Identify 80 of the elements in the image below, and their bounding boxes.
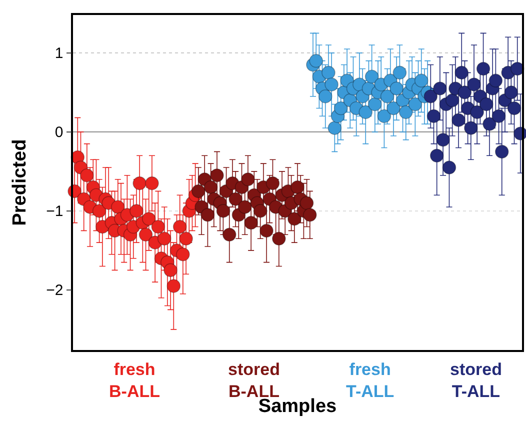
point xyxy=(253,204,268,218)
point xyxy=(470,105,484,120)
y-tick-label: −2 xyxy=(46,282,64,300)
point xyxy=(309,54,323,68)
point xyxy=(142,212,156,226)
point xyxy=(228,192,242,206)
point xyxy=(324,78,338,92)
point xyxy=(380,89,394,104)
point xyxy=(510,62,524,76)
point xyxy=(433,82,447,96)
y-tick-label: −1 xyxy=(46,203,64,220)
point xyxy=(426,109,441,124)
point xyxy=(476,62,490,76)
y-tick-label: 0 xyxy=(54,124,64,142)
point xyxy=(479,97,494,112)
point xyxy=(318,89,332,104)
point xyxy=(151,220,166,234)
point xyxy=(445,93,460,108)
y-tick-label: 1 xyxy=(54,45,64,62)
point xyxy=(302,208,317,222)
point xyxy=(138,228,153,242)
point xyxy=(377,109,392,124)
point xyxy=(408,97,422,112)
point xyxy=(238,200,252,214)
point xyxy=(164,263,178,278)
point xyxy=(179,232,193,246)
point xyxy=(111,200,125,214)
point xyxy=(467,78,481,92)
point xyxy=(452,113,466,127)
point xyxy=(157,232,172,246)
point xyxy=(442,160,456,174)
point xyxy=(192,184,206,198)
point xyxy=(266,176,280,190)
point xyxy=(300,196,314,210)
point xyxy=(216,204,230,218)
point xyxy=(458,86,472,100)
point xyxy=(507,101,522,116)
point xyxy=(334,101,348,116)
point xyxy=(176,248,190,262)
point xyxy=(244,216,258,230)
point xyxy=(392,66,407,80)
point xyxy=(132,176,146,190)
point xyxy=(210,168,224,182)
point xyxy=(92,204,106,218)
point xyxy=(492,109,506,124)
point xyxy=(386,101,400,116)
point xyxy=(200,208,215,222)
point xyxy=(454,66,469,80)
point xyxy=(80,168,94,182)
point xyxy=(241,172,255,186)
point xyxy=(166,279,181,293)
point xyxy=(358,105,373,120)
point xyxy=(130,204,144,218)
point xyxy=(145,176,159,190)
point xyxy=(204,180,218,194)
point xyxy=(172,220,187,234)
point xyxy=(414,74,428,88)
text: fresh T-ALL xyxy=(346,360,394,402)
point xyxy=(368,97,382,112)
point xyxy=(398,105,413,120)
point xyxy=(272,232,286,246)
point xyxy=(424,89,438,104)
point xyxy=(328,121,342,135)
point xyxy=(504,86,518,100)
point xyxy=(430,148,444,163)
point xyxy=(290,180,304,194)
point xyxy=(288,212,302,226)
point xyxy=(222,228,236,242)
text: fresh B-ALL xyxy=(109,360,160,402)
point xyxy=(390,82,404,96)
point xyxy=(488,74,503,88)
point xyxy=(436,132,450,147)
y-axis-title: Predicted xyxy=(9,139,30,226)
point xyxy=(494,144,509,159)
text: stored T-ALL xyxy=(450,360,502,402)
point xyxy=(464,121,478,135)
point xyxy=(260,224,274,238)
point xyxy=(482,117,496,131)
point xyxy=(322,66,336,80)
point xyxy=(364,70,379,84)
